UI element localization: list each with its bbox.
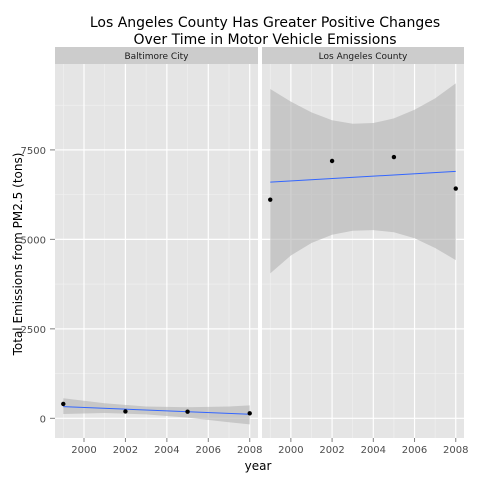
data-point xyxy=(185,409,190,414)
panel-background xyxy=(55,64,258,438)
trend-line xyxy=(270,170,456,183)
data-point xyxy=(391,154,397,160)
confidence-band xyxy=(63,398,250,425)
chart-title-line-1: Los Angeles County Has Greater Positive … xyxy=(90,15,440,31)
data-point xyxy=(61,401,66,407)
confidence-band xyxy=(270,83,456,274)
y-tick-label: 2500 xyxy=(21,325,46,336)
data-point xyxy=(268,197,273,202)
x-tick-label: 2004 xyxy=(154,445,179,456)
data-point xyxy=(123,409,128,414)
x-tick-label: 2000 xyxy=(278,445,303,456)
x-tick-label: 2002 xyxy=(319,445,344,456)
x-tick-label: 2004 xyxy=(361,445,386,456)
y-tick-label: 5000 xyxy=(21,235,46,246)
facet-panel: Los Angeles County 2000 2002 2004 2006 2008 xyxy=(262,47,468,456)
y-tick-label: 7500 xyxy=(21,146,46,157)
x-tick-label: 2008 xyxy=(443,445,468,456)
facet-strip-label: Baltimore City xyxy=(124,52,189,62)
facet-panel: Baltimore City 2000 2002 2004 2006 2008 xyxy=(55,47,262,456)
x-tick-label: 2002 xyxy=(113,445,138,456)
data-point xyxy=(247,411,252,416)
x-tick-label: 2006 xyxy=(402,445,427,456)
facet-strip xyxy=(262,47,464,64)
facet-strip xyxy=(55,47,258,64)
x-tick-label: 2000 xyxy=(71,445,96,456)
data-point xyxy=(329,158,335,164)
y-tick-label: 0 xyxy=(40,414,46,425)
x-axis-label: year xyxy=(245,459,272,473)
x-tick-label: 2008 xyxy=(237,445,262,456)
x-tick-label: 2006 xyxy=(196,445,221,456)
data-point xyxy=(453,186,458,191)
facet-strip-label: Los Angeles County xyxy=(319,52,408,62)
chart-title-line-2: Over Time in Motor Vehicle Emissions xyxy=(133,32,396,48)
trend-line xyxy=(63,406,250,415)
facet-panels: 0 2500 5000 7500 Baltimore City 2000 2002 2004 2… xyxy=(21,47,468,456)
y-axis-label: Total Emissions from PM2.5 (tons) xyxy=(11,153,25,357)
